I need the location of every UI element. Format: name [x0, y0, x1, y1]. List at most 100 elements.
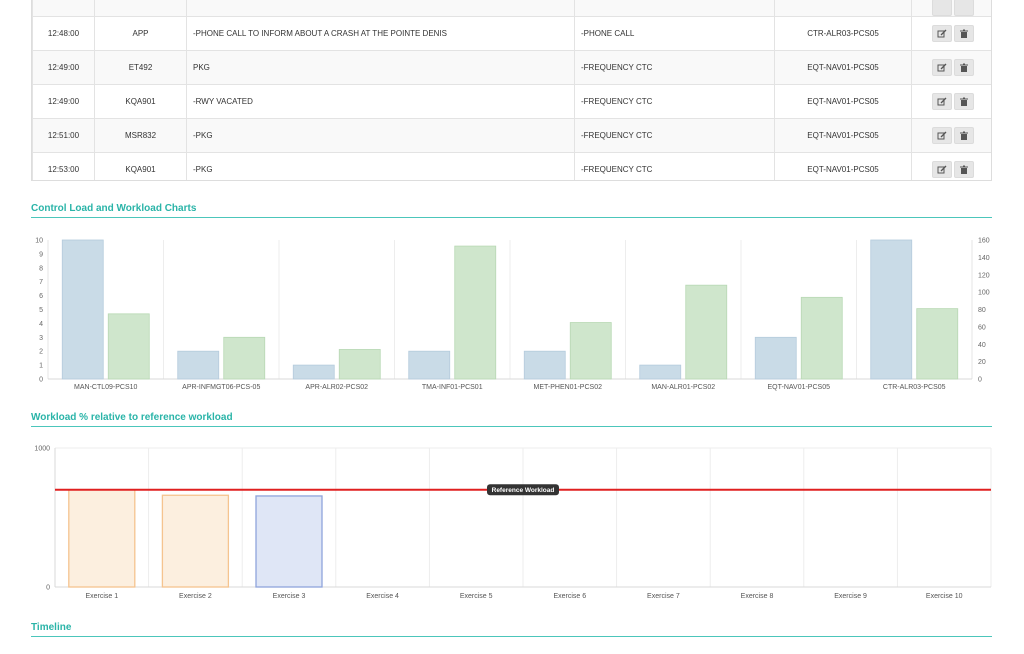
table-row — [32, 0, 991, 17]
edit-button[interactable] — [931, 127, 952, 144]
bar-right-series — [569, 322, 612, 380]
message-cell: -PKG — [186, 118, 575, 153]
time-cell: 12:49:00 — [32, 50, 95, 85]
y-tick-label-left: 9 — [39, 251, 43, 258]
delete-button[interactable] — [953, 93, 974, 110]
delete-button[interactable] — [953, 25, 974, 42]
x-tick-label: APR-ALR02-PCS02 — [305, 384, 368, 391]
y-tick-label-right: 20 — [978, 359, 986, 366]
control-load-chart: 012345678910020406080100120140160MAN-CTL… — [35, 238, 990, 392]
category-cell: -FREQUENCY CTC — [574, 118, 775, 153]
section-title-timeline: Timeline — [31, 622, 992, 637]
log-table: 12:48:00 APP -PHONE CALL TO INFORM ABOUT A… — [32, 0, 991, 180]
bar-right-series — [338, 349, 381, 380]
y-tick-label: 0 — [46, 585, 50, 592]
bar-right-series — [107, 313, 150, 380]
table-row: 12:51:00 MSR832 -PKG -FREQUENCY CTC EQT-NAV0… — [32, 118, 991, 153]
position-cell: CTR-ALR03-PCS05 — [774, 16, 912, 51]
x-tick-label: Exercise 6 — [553, 593, 586, 600]
actions-cell — [911, 118, 991, 153]
y-tick-label-left: 8 — [39, 265, 43, 272]
activity-log-table: 12:48:00 APP -PHONE CALL TO INFORM ABOUT A… — [31, 0, 992, 181]
unit-cell: APP — [94, 16, 187, 51]
edit-button[interactable] — [931, 161, 952, 178]
bar-left-series — [61, 239, 104, 380]
table-row: 12:53:00 KQA901 -PKG -FREQUENCY CTC EQT-NAV0… — [32, 152, 991, 180]
x-tick-label: APR-INFMGT06-PCS-05 — [182, 384, 260, 391]
workload-percent-chart: 0 1000 Exercise 1 Exercise 2 Exercise 3 Exerc… — [34, 446, 992, 600]
y-tick-label-left: 4 — [39, 321, 43, 328]
bar-right-series — [800, 296, 843, 380]
y-tick-label-left: 10 — [35, 238, 43, 245]
y-tick-label-right: 160 — [978, 238, 990, 245]
bar-left-series — [408, 350, 451, 380]
bar-left-series — [870, 239, 913, 380]
time-cell: 12:49:00 — [32, 84, 95, 119]
y-tick-label-right: 80 — [978, 307, 986, 314]
time-cell: 12:51:00 — [32, 118, 95, 153]
category-cell: -FREQUENCY CTC — [574, 84, 775, 119]
y-tick-label-left: 0 — [39, 377, 43, 384]
y-tick-label-right: 120 — [978, 272, 990, 279]
bar-left-series — [754, 336, 797, 380]
edit-button[interactable] — [931, 93, 952, 110]
x-tick-label: Exercise 2 — [179, 593, 212, 600]
unit-cell: KQA901 — [94, 152, 187, 180]
edit-button[interactable] — [931, 25, 952, 42]
x-tick-label: CTR-ALR03-PCS05 — [883, 384, 946, 391]
bar-right-series — [223, 336, 266, 380]
category-cell: -FREQUENCY CTC — [574, 152, 775, 180]
edit-button[interactable] — [931, 0, 952, 16]
bar-left-series — [177, 350, 220, 380]
x-tick-label: MAN-ALR01-PCS02 — [651, 384, 715, 391]
bar-right-series — [454, 245, 497, 380]
edit-button[interactable] — [931, 59, 952, 76]
exercise-bar — [255, 495, 323, 588]
x-tick-label: Exercise 4 — [366, 593, 399, 600]
position-cell: EQT-NAV01-PCS05 — [774, 50, 912, 85]
section-title-workload-pct: Workload % relative to reference workloa… — [31, 412, 992, 427]
trash-icon — [955, 29, 973, 39]
trash-icon — [955, 131, 973, 141]
category-cell: -FREQUENCY CTC — [574, 50, 775, 85]
section-title-control-load: Control Load and Workload Charts — [31, 203, 992, 218]
time-cell: 12:53:00 — [32, 152, 95, 180]
reference-line-label: Reference Workload — [492, 487, 555, 494]
trash-icon — [955, 97, 973, 107]
message-cell: -PHONE CALL TO INFORM ABOUT A CRASH AT T… — [186, 16, 575, 51]
bar-left-series — [523, 350, 566, 380]
x-tick-label: Exercise 3 — [273, 593, 306, 600]
x-tick-label: Exercise 9 — [834, 593, 867, 600]
exercise-bar — [161, 494, 230, 588]
x-tick-label: Exercise 10 — [926, 593, 963, 600]
position-cell: EQT-NAV01-PCS05 — [774, 84, 912, 119]
edit-icon — [933, 29, 951, 39]
edit-icon — [933, 165, 951, 175]
delete-button[interactable] — [953, 59, 974, 76]
y-tick-label-right: 140 — [978, 255, 990, 262]
y-tick-label: 1000 — [34, 446, 50, 453]
delete-button[interactable] — [953, 161, 974, 178]
unit-cell: ET492 — [94, 50, 187, 85]
delete-button[interactable] — [953, 0, 974, 16]
bar-right-series — [916, 308, 959, 380]
time-cell: 12:48:00 — [32, 16, 95, 51]
table-row: 12:49:00 KQA901 -RWY VACATED -FREQUENCY CTC… — [32, 84, 991, 119]
position-cell: EQT-NAV01-PCS05 — [774, 118, 912, 153]
actions-cell — [911, 84, 991, 119]
x-tick-label: EQT-NAV01-PCS05 — [767, 384, 830, 391]
x-tick-label: Exercise 7 — [647, 593, 680, 600]
x-tick-label: TMA-INF01-PCS01 — [422, 384, 483, 391]
x-tick-label: Exercise 8 — [741, 593, 774, 600]
y-tick-label-left: 7 — [39, 279, 43, 286]
exercise-bar — [68, 489, 136, 588]
unit-cell: MSR832 — [94, 118, 187, 153]
message-cell: PKG — [186, 50, 575, 85]
trash-icon — [955, 165, 973, 175]
y-tick-label-left: 3 — [39, 335, 43, 342]
y-tick-label-left: 2 — [39, 349, 43, 356]
bar-left-series — [292, 364, 335, 380]
y-tick-label-left: 1 — [39, 363, 43, 370]
delete-button[interactable] — [953, 127, 974, 144]
edit-icon — [933, 63, 951, 73]
